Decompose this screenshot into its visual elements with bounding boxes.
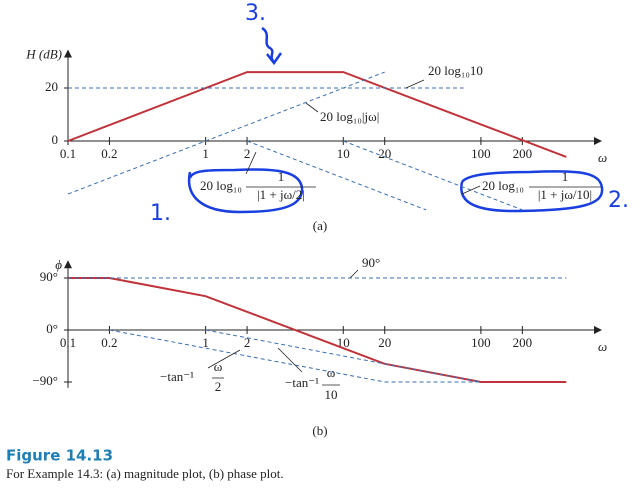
figure-label: Figure 14.13 [6,447,113,465]
y-axis-label: ϕ [55,257,62,272]
x-axis-arrow [594,137,602,145]
annotation-numerator: ω [214,359,223,374]
x-tick-label: 100 [471,335,491,350]
response-line [68,277,567,383]
asymptote-line [343,140,523,211]
x-tick-label: 10 [337,146,350,161]
x-axis-arrow [594,326,602,334]
annotation: 20 log₁₀ [200,178,242,193]
annotation-leader [245,151,257,175]
asymptote-line [67,71,385,195]
handwriting: 3. [245,1,266,26]
handwriting: 1. [150,201,171,226]
panel-label: (b) [312,423,327,438]
annotation-denominator: |1 + jω/2| [257,187,305,202]
x-tick-label: 0.2 [101,146,117,161]
x-tick-label: 1 [202,146,209,161]
annotation-leader [207,349,241,369]
x-tick-label: 200 [513,335,533,350]
y-tick-label: 0 [52,132,59,147]
annotation-numerator: 1 [562,169,569,184]
y-tick-label: −90° [32,373,58,388]
x-tick-label: 2 [244,335,251,350]
annotation-leader [277,347,303,373]
y-axis-label: H (dB) [25,46,62,61]
asymptote-line [109,329,481,383]
handwriting-marks [187,26,604,214]
x-tick-label: 2 [244,146,251,161]
annotation: 20 log₁₀10 [428,63,483,78]
annotation-denominator: 10 [325,387,338,402]
annotation-leader [405,79,425,89]
annotation-leader [349,269,359,279]
asymptote-line [205,329,481,383]
panel-label: (a) [313,218,327,233]
annotation-numerator: 1 [278,169,285,184]
annotation-numerator: ω [327,365,336,380]
x-tick-label: 200 [513,146,533,161]
handwriting: 2. [608,188,629,213]
x-tick-label: 20 [378,146,391,161]
x-axis-label: ω [598,150,607,165]
x-tick-label: 0.1 [60,335,76,350]
hand-ellipse [187,168,304,214]
x-axis-label: ω [598,339,607,354]
annotation-leader [461,185,481,195]
asymptote-line [246,140,427,211]
annotation-denominator: |1 + jω/10| [538,187,592,202]
hand-arrowhead [266,52,283,66]
response-line [67,71,567,158]
hand-arrow [261,26,275,63]
annotation: −tan⁻¹ [160,369,194,384]
y-tick-label: 90° [40,269,58,284]
annotation: 20 log₁₀|jω| [320,109,379,124]
annotation-leader [305,102,319,113]
y-axis-arrow [64,260,72,269]
y-tick-label: 0° [46,321,58,336]
y-tick-label: 20 [45,79,58,94]
figure-caption: For Example 14.3: (a) magnitude plot, (b… [6,466,284,481]
x-tick-label: 100 [471,146,491,161]
annotation-denominator: 2 [215,379,222,394]
x-tick-label: 0.2 [101,335,117,350]
annotation: 20 log₁₀ [482,178,524,193]
y-axis-arrow [64,49,72,58]
hand-ellipse [460,170,604,213]
x-tick-label: 1 [202,335,209,350]
annotation: 90° [362,255,380,270]
x-tick-label: 0.1 [60,146,76,161]
x-tick-label: 20 [378,335,391,350]
annotation: −tan⁻¹ [285,375,319,390]
